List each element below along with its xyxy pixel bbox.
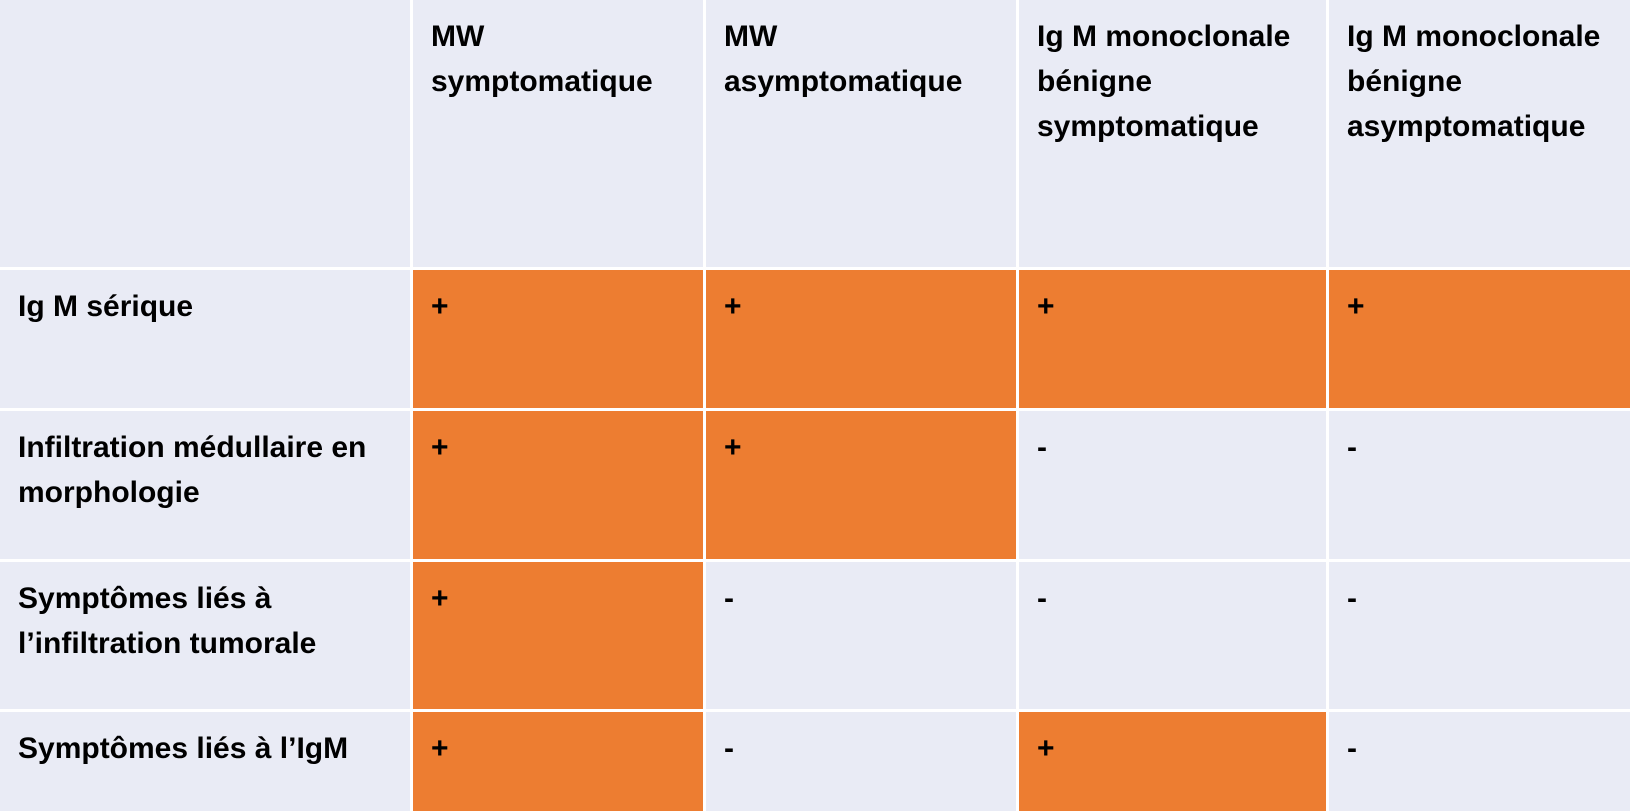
header-mw-symptomatique: MW symptomatique	[413, 0, 703, 267]
row-label-symptomes-igm: Symptômes liés à l’IgM	[0, 712, 410, 811]
table-cell: +	[1019, 270, 1326, 408]
table-cell: +	[413, 712, 703, 811]
table-cell: -	[1329, 411, 1630, 559]
table-cell: -	[706, 712, 1016, 811]
table-cell: +	[1019, 712, 1326, 811]
table-cell: +	[706, 411, 1016, 559]
row-label-symptomes-infiltration: Symptômes liés à l’infiltration tumorale	[0, 562, 410, 709]
table-cell: +	[1329, 270, 1630, 408]
row-label-infiltration-medullaire: Infiltration médullaire en morphologie	[0, 411, 410, 559]
table-cell: -	[1329, 712, 1630, 811]
table-cell: +	[413, 270, 703, 408]
table-cell: -	[1019, 411, 1326, 559]
row-label-igm-serique: Ig M sérique	[0, 270, 410, 408]
table-cell: +	[706, 270, 1016, 408]
table-cell: -	[1019, 562, 1326, 709]
table-cell: +	[413, 411, 703, 559]
header-igm-benigne-asymptomatique: Ig M monoclonale bénigne asymptomatique	[1329, 0, 1630, 267]
header-mw-asymptomatique: MW asymptomatique	[706, 0, 1016, 267]
header-empty-cell	[0, 0, 410, 267]
table-cell: -	[706, 562, 1016, 709]
table-cell: -	[1329, 562, 1630, 709]
header-igm-benigne-symptomatique: Ig M monoclonale bénigne symptomatique	[1019, 0, 1326, 267]
table-cell: +	[413, 562, 703, 709]
